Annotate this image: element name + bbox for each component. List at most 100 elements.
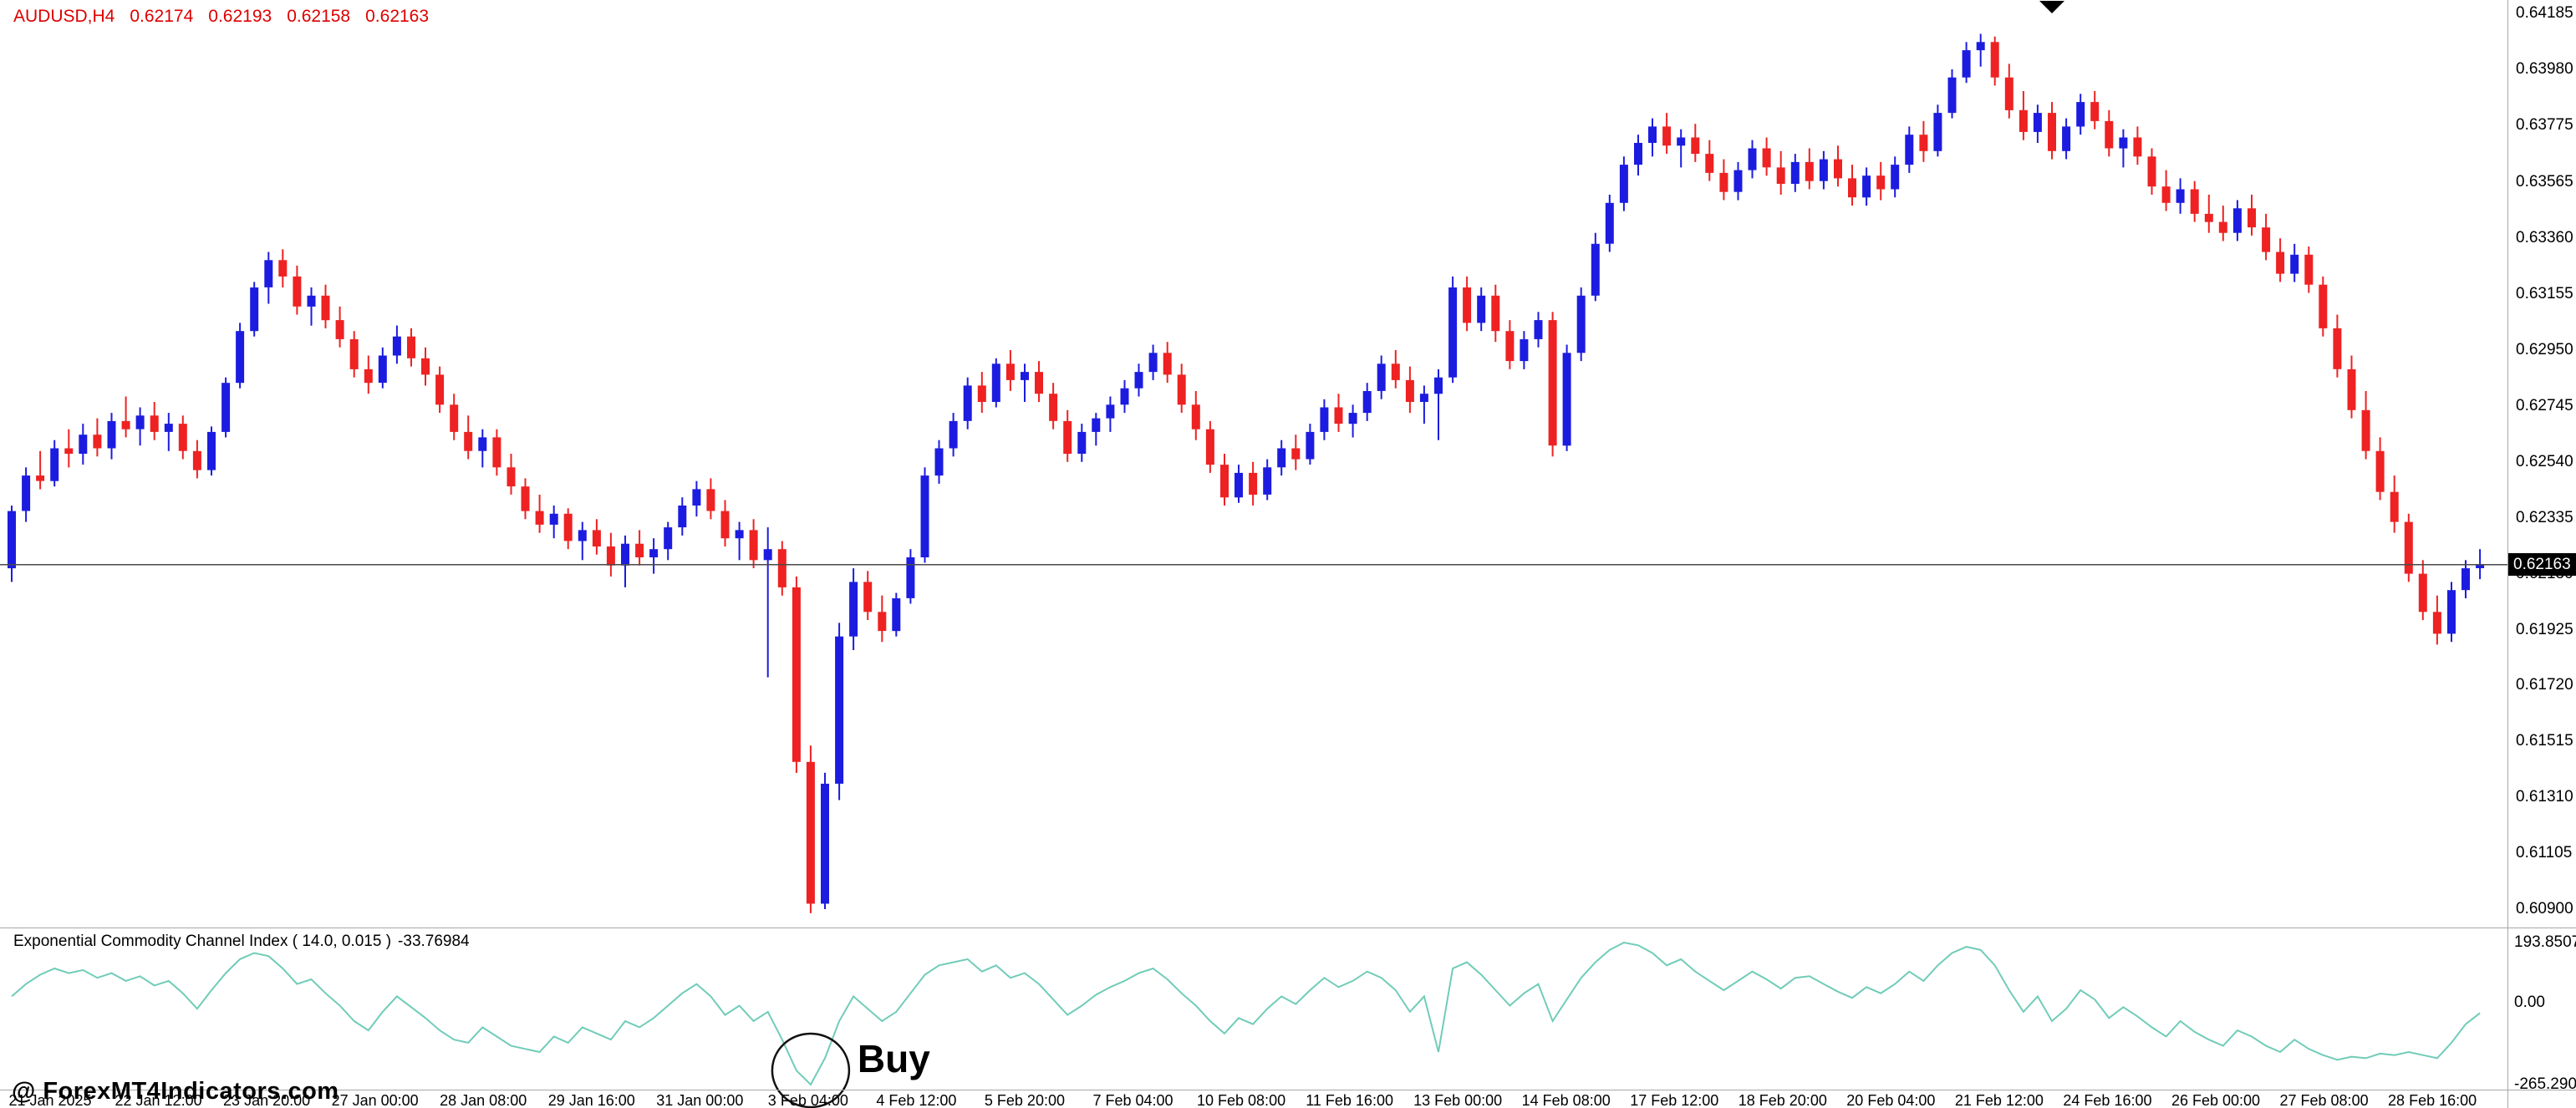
bear-candle-body: [1063, 420, 1072, 455]
candle-wick: [167, 413, 170, 451]
bear-candle-body: [2161, 186, 2171, 203]
bear-candle-body: [1719, 172, 1728, 192]
time-axis-label: 4 Feb 12:00: [876, 1092, 957, 1108]
bull-candle-body: [1748, 148, 1757, 170]
price-axis-label: 0.61310: [2516, 788, 2573, 806]
bear-candle-body: [2204, 213, 2213, 222]
bear-candle-body: [2333, 328, 2342, 369]
candle-wick: [1438, 368, 1439, 440]
bear-candle-body: [777, 549, 787, 587]
bull-candle-body: [763, 549, 772, 561]
bear-candle-body: [1505, 331, 1515, 362]
time-axis-label: 31 Jan 00:00: [656, 1092, 744, 1108]
bear-candle-body: [1491, 295, 1500, 332]
time-axis-label: 3 Feb 04:00: [767, 1092, 848, 1108]
bull-candle-body: [1576, 295, 1586, 353]
candle-wick: [766, 527, 769, 678]
bear-candle-body: [635, 543, 644, 557]
price-axis-label: 0.63155: [2516, 285, 2573, 303]
bear-candle-body: [2418, 573, 2427, 612]
bear-candle-body: [1205, 429, 1214, 465]
bull-candle-body: [1605, 202, 1614, 244]
bull-candle-body: [1862, 175, 1871, 198]
bull-candle-body: [1320, 407, 1329, 432]
bear-candle-body: [2361, 409, 2370, 451]
bull-candle-body: [1477, 295, 1486, 323]
bull-candle-body: [1790, 161, 1800, 184]
bull-candle-body: [2076, 102, 2085, 127]
indicator-header: Exponential Commodity Channel Index ( 14…: [13, 933, 476, 951]
bear-candle-body: [2019, 109, 2028, 132]
bull-candle-body: [1591, 243, 1600, 296]
bear-candle-body: [977, 385, 986, 402]
bear-candle-body: [1220, 465, 1229, 498]
bull-candle-body: [949, 420, 958, 449]
bull-candle-body: [664, 527, 673, 550]
bear-candle-body: [93, 435, 102, 449]
bull-candle-body: [920, 475, 929, 557]
bull-candle-body: [1077, 431, 1087, 454]
bull-candle-body: [1733, 170, 1743, 192]
price-axis-label: 0.61105: [2516, 844, 2573, 862]
candle-wick: [1423, 385, 1425, 424]
bull-candle-body: [692, 489, 701, 506]
bear-candle-body: [1291, 448, 1301, 460]
bull-candle-body: [1106, 404, 1115, 419]
bear-candle-body: [2404, 521, 2413, 574]
bear-candle-body: [364, 368, 373, 384]
candle-wick: [738, 521, 741, 561]
price-axis-label: 0.62745: [2516, 396, 2573, 414]
indicator-axis-label: 193.8507: [2514, 933, 2576, 951]
bull-candle-body: [991, 363, 1000, 402]
bear-candle-body: [435, 374, 445, 405]
bull-candle-body: [906, 557, 915, 598]
bear-candle-body: [492, 437, 501, 468]
bear-candle-body: [450, 404, 459, 432]
price-axis-label: 0.64185: [2516, 4, 2573, 22]
bear-candle-body: [1990, 42, 1999, 78]
bear-candle-body: [1691, 137, 1700, 155]
bull-candle-body: [1520, 339, 1529, 362]
time-axis-label: 11 Feb 16:00: [1306, 1092, 1393, 1108]
bear-candle-body: [178, 424, 187, 451]
bull-candle-body: [2447, 590, 2456, 634]
bull-candle-body: [1819, 159, 1828, 181]
candle-wick: [125, 396, 127, 438]
bull-candle-body: [2232, 208, 2242, 233]
bear-candle-body: [507, 467, 516, 487]
bull-candle-body: [378, 355, 387, 384]
bear-candle-body: [407, 336, 415, 358]
time-axis-label: 14 Feb 08:00: [1521, 1092, 1611, 1108]
bull-candle-body: [1976, 42, 1985, 51]
bull-candle-body: [1021, 372, 1029, 380]
top-triangle-marker: [2039, 1, 2064, 13]
bear-candle-body: [1662, 126, 1672, 146]
time-axis-label: 21 Feb 12:00: [1954, 1092, 2044, 1108]
bear-candle-body: [1776, 167, 1785, 184]
bear-candle-body: [863, 582, 873, 612]
bull-candle-body: [135, 415, 145, 429]
bull-candle-body: [1648, 126, 1657, 143]
bull-candle-body: [478, 437, 487, 451]
time-axis-label: 17 Feb 12:00: [1630, 1092, 1719, 1108]
bull-candle-body: [2176, 189, 2185, 203]
bear-candle-body: [2133, 137, 2142, 157]
bull-candle-body: [963, 385, 972, 421]
bear-candle-body: [2319, 284, 2328, 328]
bear-candle-body: [2276, 252, 2285, 274]
bull-candle-body: [821, 783, 829, 904]
bear-candle-body: [335, 320, 344, 339]
time-axis-label: 27 Jan 00:00: [331, 1092, 419, 1108]
bear-candle-body: [592, 530, 601, 546]
bear-candle-body: [2004, 77, 2013, 110]
bull-candle-body: [549, 513, 558, 525]
low-value: 0.62158: [287, 7, 351, 26]
bear-candle-body: [2432, 612, 2441, 634]
bear-candle-body: [1805, 161, 1814, 181]
bear-candle-body: [278, 260, 288, 277]
bear-candle-body: [2048, 113, 2056, 151]
bear-candle-body: [1762, 148, 1771, 168]
bear-candle-body: [1919, 135, 1928, 151]
time-axis-label: 18 Feb 20:00: [1738, 1092, 1827, 1108]
